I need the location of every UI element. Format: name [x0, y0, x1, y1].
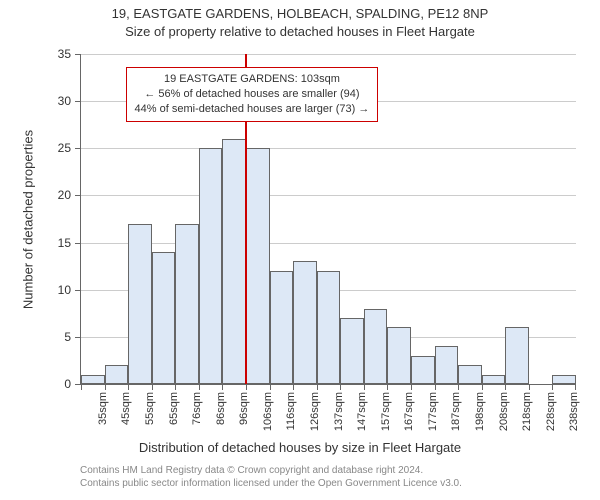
y-tick-label: 25 [58, 141, 71, 155]
y-tick-label: 30 [58, 94, 71, 108]
histogram-bar [128, 224, 152, 384]
x-tick [482, 384, 483, 390]
x-tick [222, 384, 223, 390]
x-tick [246, 384, 247, 390]
x-tick-label: 45sqm [120, 392, 132, 425]
x-tick [128, 384, 129, 390]
x-tick-label: 167sqm [403, 392, 415, 431]
x-tick-label: 116sqm [285, 392, 297, 430]
x-tick-label: 76sqm [191, 392, 203, 425]
chart-title-line1: 19, EASTGATE GARDENS, HOLBEACH, SPALDING… [0, 6, 600, 21]
annotation-line: 19 EASTGATE GARDENS: 103sqm [135, 72, 370, 87]
x-tick-label: 106sqm [262, 392, 274, 431]
x-tick-label: 177sqm [427, 392, 439, 431]
x-tick [411, 384, 412, 390]
x-tick [199, 384, 200, 390]
x-tick-label: 238sqm [568, 392, 580, 431]
histogram-bar [152, 252, 176, 384]
x-tick [529, 384, 530, 390]
annotation-line: 44% of semi-detached houses are larger (… [135, 102, 370, 117]
histogram-bar [482, 375, 506, 384]
x-tick [387, 384, 388, 390]
histogram-bar [387, 327, 411, 384]
y-tick-label: 15 [58, 236, 71, 250]
y-tick [75, 290, 81, 291]
x-tick [458, 384, 459, 390]
chart-title-line2: Size of property relative to detached ho… [0, 24, 600, 39]
x-axis-label: Distribution of detached houses by size … [0, 440, 600, 455]
footer-line1: Contains HM Land Registry data © Crown c… [80, 464, 462, 477]
x-tick-label: 228sqm [545, 392, 557, 431]
x-tick-label: 218sqm [521, 392, 533, 431]
histogram-bar [222, 139, 246, 384]
y-tick [75, 337, 81, 338]
x-tick-label: 147sqm [356, 392, 368, 431]
y-tick-label: 10 [58, 283, 71, 297]
x-tick-label: 96sqm [238, 392, 250, 425]
histogram-bar [435, 346, 459, 384]
y-tick [75, 148, 81, 149]
y-tick [75, 54, 81, 55]
grid-line [81, 148, 576, 149]
annotation-box: 19 EASTGATE GARDENS: 103sqm← 56% of deta… [126, 67, 379, 122]
histogram-bar [505, 327, 529, 384]
x-tick-label: 55sqm [144, 392, 156, 425]
histogram-bar [458, 365, 482, 384]
histogram-bar [340, 318, 364, 384]
x-tick [340, 384, 341, 390]
chart-container: 19, EASTGATE GARDENS, HOLBEACH, SPALDING… [0, 0, 600, 500]
x-tick-label: 35sqm [97, 392, 109, 425]
x-tick [364, 384, 365, 390]
histogram-bar [293, 261, 317, 384]
histogram-bar [246, 148, 270, 384]
footer-line2: Contains public sector information licen… [80, 477, 462, 490]
x-tick [293, 384, 294, 390]
histogram-bar [364, 309, 388, 384]
y-tick [75, 195, 81, 196]
grid-line [81, 243, 576, 244]
x-tick-label: 198sqm [474, 392, 486, 431]
x-tick-label: 208sqm [498, 392, 510, 431]
chart-plot-area: 0510152025303535sqm45sqm55sqm65sqm76sqm8… [80, 54, 576, 385]
x-tick [152, 384, 153, 390]
x-tick-label: 137sqm [333, 392, 345, 431]
histogram-bar [105, 365, 129, 384]
grid-line [81, 54, 576, 55]
y-axis-label: Number of detached properties [21, 120, 36, 320]
x-tick [317, 384, 318, 390]
y-tick [75, 101, 81, 102]
x-tick [575, 384, 576, 390]
x-tick [270, 384, 271, 390]
x-tick [505, 384, 506, 390]
y-tick-label: 0 [64, 377, 71, 391]
histogram-bar [199, 148, 223, 384]
y-tick-label: 5 [64, 330, 71, 344]
x-tick-label: 187sqm [450, 392, 462, 431]
annotation-line: ← 56% of detached houses are smaller (94… [135, 87, 370, 102]
x-tick [81, 384, 82, 390]
y-tick-label: 35 [58, 47, 71, 61]
x-tick-label: 65sqm [168, 392, 180, 425]
x-tick [435, 384, 436, 390]
x-tick-label: 86sqm [215, 392, 227, 425]
grid-line [81, 195, 576, 196]
x-tick-label: 126sqm [309, 392, 321, 431]
histogram-bar [317, 271, 341, 384]
histogram-bar [411, 356, 435, 384]
x-tick [175, 384, 176, 390]
x-tick [105, 384, 106, 390]
footer-attribution: Contains HM Land Registry data © Crown c… [80, 464, 462, 490]
y-tick-label: 20 [58, 188, 71, 202]
x-tick [552, 384, 553, 390]
histogram-bar [175, 224, 199, 384]
histogram-bar [552, 375, 576, 384]
histogram-bar [270, 271, 294, 384]
x-tick-label: 157sqm [380, 392, 392, 431]
histogram-bar [81, 375, 105, 384]
y-tick [75, 243, 81, 244]
